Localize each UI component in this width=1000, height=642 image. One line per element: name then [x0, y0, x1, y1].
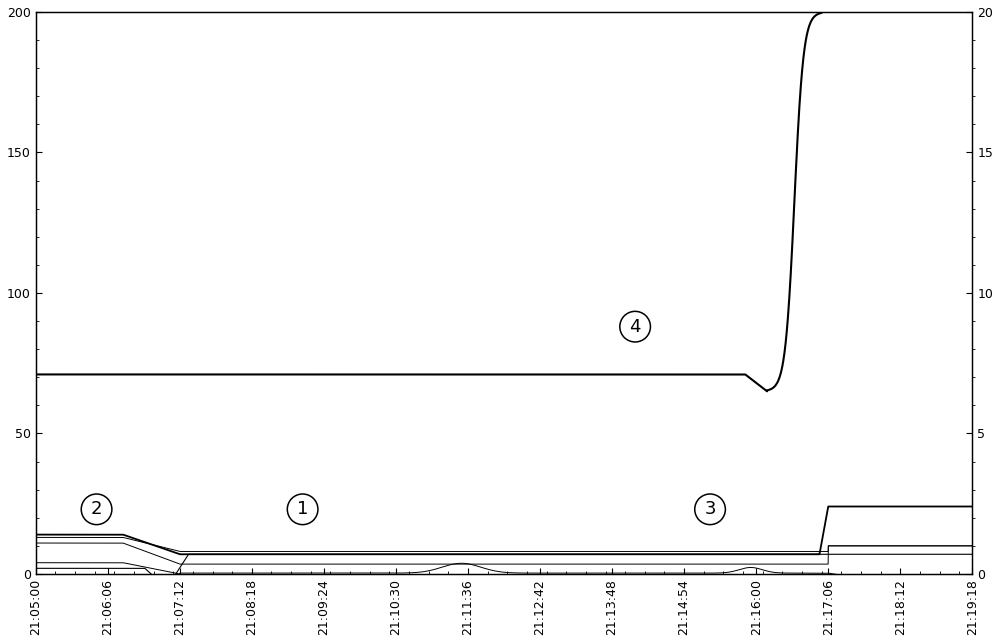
Text: 1: 1	[297, 500, 308, 518]
Text: 2: 2	[91, 500, 102, 518]
Text: 3: 3	[704, 500, 716, 518]
Text: 4: 4	[629, 318, 641, 336]
